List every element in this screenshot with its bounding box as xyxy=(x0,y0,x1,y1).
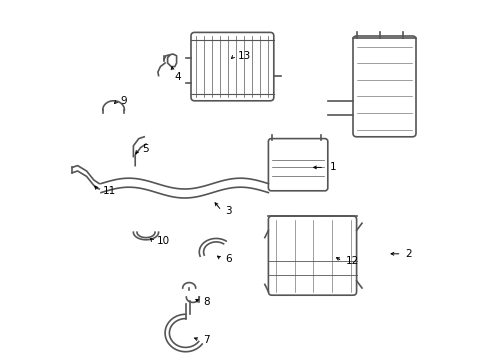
Text: 1: 1 xyxy=(330,162,336,172)
Text: 11: 11 xyxy=(103,186,116,196)
Text: 2: 2 xyxy=(405,249,412,259)
Text: 8: 8 xyxy=(204,297,210,307)
Text: 9: 9 xyxy=(121,96,127,106)
Text: 13: 13 xyxy=(238,51,251,61)
Text: 6: 6 xyxy=(225,254,232,264)
Text: 10: 10 xyxy=(157,236,170,246)
Text: 7: 7 xyxy=(204,335,210,345)
Text: 12: 12 xyxy=(346,256,359,266)
Text: 5: 5 xyxy=(143,144,149,154)
Text: 3: 3 xyxy=(225,206,232,216)
Text: 4: 4 xyxy=(175,72,181,82)
